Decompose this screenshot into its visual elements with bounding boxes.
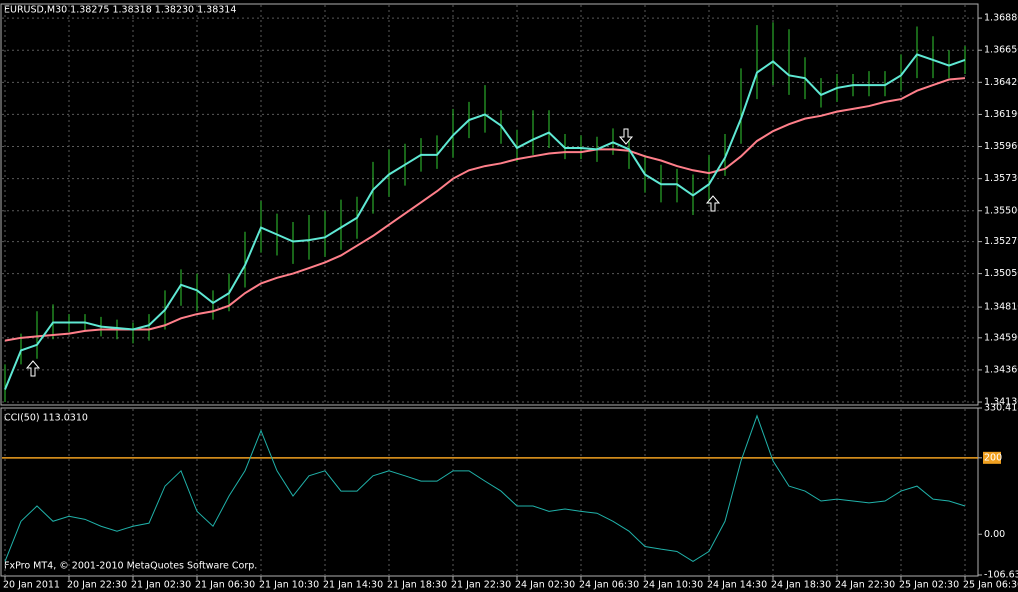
x-tick-label: 24 Jan 10:30 [643,580,703,591]
y-tick-label: -106.633 [984,570,1018,581]
x-tick-label: 21 Jan 22:30 [451,580,511,591]
y-tick-label: 1.36650 [984,45,1018,56]
y-tick-label: 1.35050 [984,268,1018,279]
x-tick-label: 21 Jan 14:30 [323,580,383,591]
series-line [4,77,966,342]
price-frame [0,3,979,406]
y-tick-label: 1.34810 [984,302,1018,313]
x-tick-label: 21 Jan 02:30 [131,580,191,591]
series-line [4,414,966,562]
x-tick-label: 21 Jan 18:30 [387,580,447,591]
level-label-bg [983,451,1001,464]
y-tick-label: 1.36880 [984,13,1018,24]
cci-frame [0,407,979,577]
y-tick-label: 1.34360 [984,364,1018,375]
chart-title: EURUSD,M30 1.38275 1.38318 1.38230 1.383… [4,5,236,16]
y-tick-label: 1.34130 [984,397,1018,408]
x-tick-label: 25 Jan 06:30 [963,580,1018,591]
x-tick-label: 24 Jan 14:30 [707,580,767,591]
y-tick-label: 200 [984,452,1002,463]
x-tick-label: 25 Jan 02:30 [899,580,959,591]
y-tick-label: 1.34590 [984,332,1018,343]
x-tick-label: 24 Jan 06:30 [579,580,639,591]
y-tick-label: 1.35500 [984,205,1018,216]
x-tick-label: 24 Jan 22:30 [835,580,895,591]
y-tick-label: 0.00 [984,529,1005,540]
x-tick-label: 20 Jan 22:30 [67,580,127,591]
copyright: FxPro MT4, © 2001-2010 MetaQuotes Softwa… [4,561,257,572]
x-tick-label: 24 Jan 18:30 [771,580,831,591]
x-tick-label: 20 Jan 2011 [3,580,60,591]
indicator-title: CCI(50) 113.0310 [4,413,88,424]
y-tick-label: 1.36420 [984,77,1018,88]
y-tick-label: 1.35279 [984,236,1018,247]
y-tick-label: 1.35730 [984,173,1018,184]
x-tick-label: 24 Jan 02:30 [515,580,575,591]
y-tick-label: 1.35960 [984,141,1018,152]
x-tick-label: 21 Jan 10:30 [259,580,319,591]
x-tick-label: 21 Jan 06:30 [195,580,255,591]
y-tick-label: 330.418 [984,403,1018,414]
y-tick-label: 1.36190 [984,109,1018,120]
series-line [4,53,966,390]
